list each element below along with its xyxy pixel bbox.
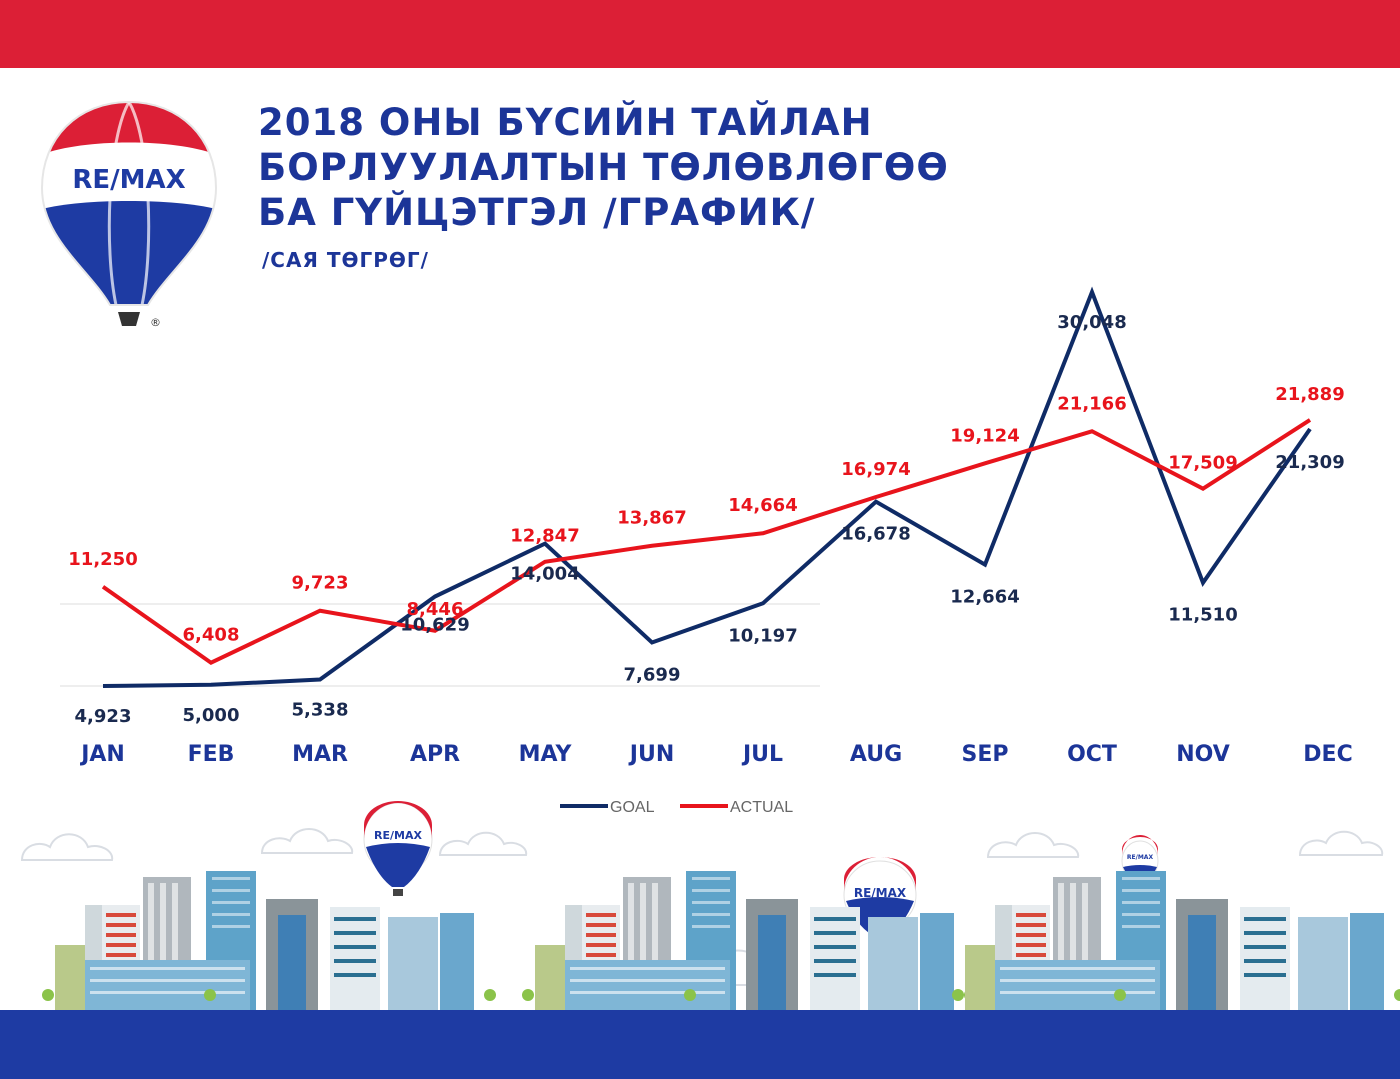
series-line-goal bbox=[102, 286, 1312, 688]
data-label-goal: 21,309 bbox=[1275, 452, 1344, 473]
bottom-blue-band bbox=[0, 1010, 1400, 1079]
category-label: DEC bbox=[1303, 742, 1352, 767]
category-label: JUL bbox=[741, 742, 783, 767]
title-line-1: 2018 ОНЫ БҮСИЙН ТАЙЛАН bbox=[258, 101, 873, 144]
data-label-actual: 21,166 bbox=[1057, 393, 1126, 414]
data-label-goal: 5,000 bbox=[183, 705, 240, 726]
data-label-goal: 10,629 bbox=[400, 615, 469, 636]
data-label-goal: 30,048 bbox=[1057, 312, 1126, 333]
page-title: 2018 ОНЫ БҮСИЙН ТАЙЛАН БОРЛУУЛАЛТЫН ТӨЛӨ… bbox=[258, 100, 949, 235]
data-label-actual: 6,408 bbox=[183, 625, 240, 646]
category-label: MAY bbox=[519, 742, 573, 767]
category-label: OCT bbox=[1067, 742, 1117, 767]
category-label: SEP bbox=[962, 742, 1009, 767]
data-label-actual: 17,509 bbox=[1168, 453, 1237, 474]
balloon-text: RE/MAX bbox=[854, 886, 907, 900]
category-label: FEB bbox=[188, 742, 235, 767]
top-red-band bbox=[0, 0, 1400, 68]
registered-mark: ® bbox=[150, 316, 161, 329]
data-label-goal: 4,923 bbox=[75, 706, 132, 727]
title-line-2: БОРЛУУЛАЛТЫН ТӨЛӨВЛӨГӨӨ bbox=[258, 146, 949, 189]
data-label-actual: 11,250 bbox=[68, 549, 137, 570]
data-label-actual: 21,889 bbox=[1275, 384, 1344, 405]
category-label: JAN bbox=[79, 742, 125, 767]
city-skyline-illustration: RE/MAX RE/MAX RE/MAX bbox=[20, 801, 1400, 1010]
legend-label-goal: GOAL bbox=[610, 799, 655, 816]
category-label: AUG bbox=[850, 742, 902, 767]
data-label-actual: 9,723 bbox=[292, 573, 349, 594]
category-label: MAR bbox=[292, 742, 348, 767]
category-label: JUN bbox=[628, 742, 674, 767]
balloon-text: RE/MAX bbox=[374, 829, 422, 842]
remax-balloon-logo: RE/MAX ® bbox=[40, 100, 218, 329]
data-label-actual: 19,124 bbox=[950, 425, 1019, 446]
legend-label-actual: ACTUAL bbox=[730, 799, 793, 816]
data-label-goal: 5,338 bbox=[292, 699, 349, 720]
data-label-actual: 13,867 bbox=[617, 508, 686, 529]
data-label-actual: 16,974 bbox=[841, 459, 910, 480]
data-label-goal: 10,197 bbox=[728, 625, 797, 646]
title-line-3: БА ГҮЙЦЭТГЭЛ /ГРАФИК/ bbox=[258, 191, 816, 234]
data-label-goal: 16,678 bbox=[841, 524, 910, 545]
data-label-actual: 12,847 bbox=[510, 526, 579, 547]
balloon-text: RE/MAX bbox=[1127, 854, 1154, 861]
data-label-goal: 12,664 bbox=[950, 587, 1019, 608]
page-subtitle: /САЯ ТӨГРӨГ/ bbox=[262, 248, 429, 272]
data-label-actual: 14,664 bbox=[728, 495, 797, 516]
chart-legend: GOAL ACTUAL bbox=[560, 799, 793, 816]
data-label-goal: 14,004 bbox=[510, 564, 579, 585]
data-label-goal: 7,699 bbox=[624, 664, 681, 685]
logo-text: RE/MAX bbox=[72, 165, 185, 195]
category-label: NOV bbox=[1176, 742, 1230, 767]
series-line-actual bbox=[101, 418, 1312, 666]
data-label-goal: 11,510 bbox=[1168, 605, 1237, 626]
category-label: APR bbox=[410, 742, 460, 767]
data-label-actual: 8,446 bbox=[407, 599, 464, 620]
